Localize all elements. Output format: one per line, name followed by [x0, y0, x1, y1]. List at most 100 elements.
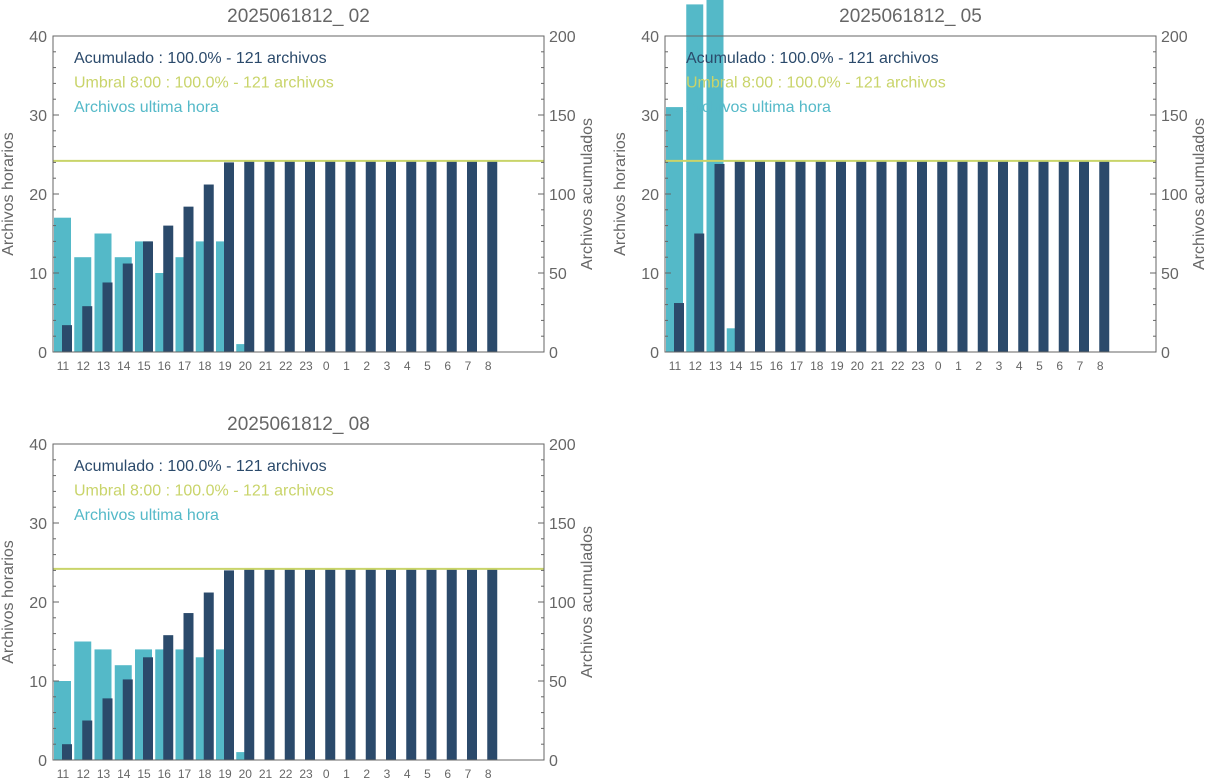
cumulative-bar [325, 160, 336, 352]
x-tick-label: 7 [465, 767, 472, 779]
cumulative-bar [467, 160, 477, 352]
y-axis-title-right: Archivos acumulados [579, 526, 596, 678]
cumulative-bar [122, 679, 133, 760]
x-tick-label: 4 [404, 767, 411, 779]
x-tick-label: 12 [77, 767, 91, 779]
right-tick-label: 150 [1161, 108, 1188, 125]
cumulative-bar [183, 613, 194, 760]
cumulative-bar [82, 720, 93, 760]
x-tick-label: 15 [749, 359, 763, 373]
x-tick-label: 6 [444, 767, 451, 779]
x-tick-label: 19 [830, 359, 844, 373]
cumulative-bar [755, 160, 765, 352]
cumulative-bar [143, 657, 153, 760]
chart-bars [54, 568, 498, 760]
cumulative-bar [203, 592, 214, 760]
cumulative-bar [487, 160, 498, 352]
cumulative-bar [446, 568, 457, 760]
cumulative-bar [734, 160, 745, 352]
x-tick-label: 22 [891, 359, 905, 373]
cumulative-bar [714, 163, 725, 352]
x-tick-label: 7 [465, 359, 472, 373]
left-tick-label: 20 [641, 187, 659, 204]
legend-entry: Acumulado : 100.0% - 121 archivos [74, 50, 327, 67]
right-tick-label: 150 [549, 516, 576, 533]
legend-entry: Archivos ultima hora [686, 99, 831, 116]
x-tick-label: 8 [485, 767, 492, 779]
x-tick-label: 18 [198, 767, 212, 779]
cumulative-bar [102, 698, 113, 760]
right-tick-label: 50 [549, 674, 567, 691]
right-tick-label: 200 [549, 437, 576, 454]
left-tick-label: 0 [650, 345, 659, 362]
legend-entry: Acumulado : 100.0% - 121 archivos [74, 458, 327, 475]
chart-title: 2025061812_ 08 [227, 414, 370, 435]
legend-entry: Archivos ultima hora [74, 507, 219, 524]
x-tick-label: 3 [384, 359, 391, 373]
legend-entry: Umbral 8:00 : 100.0% - 121 archivos [686, 75, 946, 92]
cumulative-bar [345, 160, 356, 352]
cumulative-bar [82, 306, 93, 352]
cumulative-bar [487, 568, 498, 760]
left-tick-label: 0 [38, 753, 47, 770]
cumulative-bar [917, 160, 927, 352]
cumulative-bar [62, 325, 72, 352]
x-tick-label: 21 [259, 359, 273, 373]
x-tick-label: 21 [259, 767, 273, 779]
cumulative-bar [937, 160, 948, 352]
legend-entry: Acumulado : 100.0% - 121 archivos [686, 50, 939, 67]
cumulative-bar [957, 160, 968, 352]
cumulative-bar [224, 570, 234, 760]
left-tick-label: 0 [38, 345, 47, 362]
x-tick-label: 14 [117, 767, 131, 779]
x-tick-label: 13 [97, 767, 111, 779]
cumulative-bar [1018, 160, 1029, 352]
chart-bars [54, 160, 498, 352]
cumulative-bar [406, 160, 417, 352]
cumulative-bar [426, 568, 437, 760]
x-tick-label: 22 [279, 359, 293, 373]
chart-bars [666, 0, 1110, 352]
x-tick-label: 20 [239, 359, 253, 373]
x-tick-label: 0 [323, 359, 330, 373]
right-tick-label: 100 [549, 187, 576, 204]
left-tick-label: 20 [29, 187, 47, 204]
chart-title: 2025061812_ 02 [227, 6, 370, 27]
cumulative-bar [998, 160, 1008, 352]
y-axis-title-right: Archivos acumulados [1191, 118, 1206, 270]
x-tick-label: 6 [444, 359, 451, 373]
y-axis-title-left: Archivos horarios [612, 132, 629, 256]
cumulative-bar [426, 160, 437, 352]
x-tick-label: 0 [323, 767, 330, 779]
x-tick-label: 19 [218, 767, 232, 779]
x-tick-label: 16 [158, 767, 172, 779]
cumulative-bar [365, 160, 376, 352]
cumulative-bar [694, 233, 705, 352]
left-tick-label: 20 [29, 595, 47, 612]
hourly-bar [54, 681, 71, 760]
cumulative-bar [305, 160, 315, 352]
cumulative-bar [62, 744, 72, 760]
x-tick-label: 1 [343, 359, 350, 373]
x-tick-label: 7 [1077, 359, 1084, 373]
x-tick-label: 14 [729, 359, 743, 373]
cumulative-bar [264, 568, 275, 760]
cumulative-bar [836, 160, 846, 352]
x-tick-label: 12 [689, 359, 703, 373]
cumulative-bar [224, 162, 234, 352]
x-tick-label: 4 [1016, 359, 1023, 373]
cumulative-bar [284, 160, 295, 352]
cumulative-bar [815, 160, 826, 352]
x-tick-label: 15 [137, 359, 151, 373]
left-tick-label: 10 [641, 266, 659, 283]
x-tick-label: 17 [178, 359, 192, 373]
hourly-bar [666, 107, 683, 352]
left-tick-label: 10 [29, 266, 47, 283]
x-tick-label: 2 [975, 359, 982, 373]
cumulative-bar [386, 160, 396, 352]
cumulative-bar [386, 568, 396, 760]
